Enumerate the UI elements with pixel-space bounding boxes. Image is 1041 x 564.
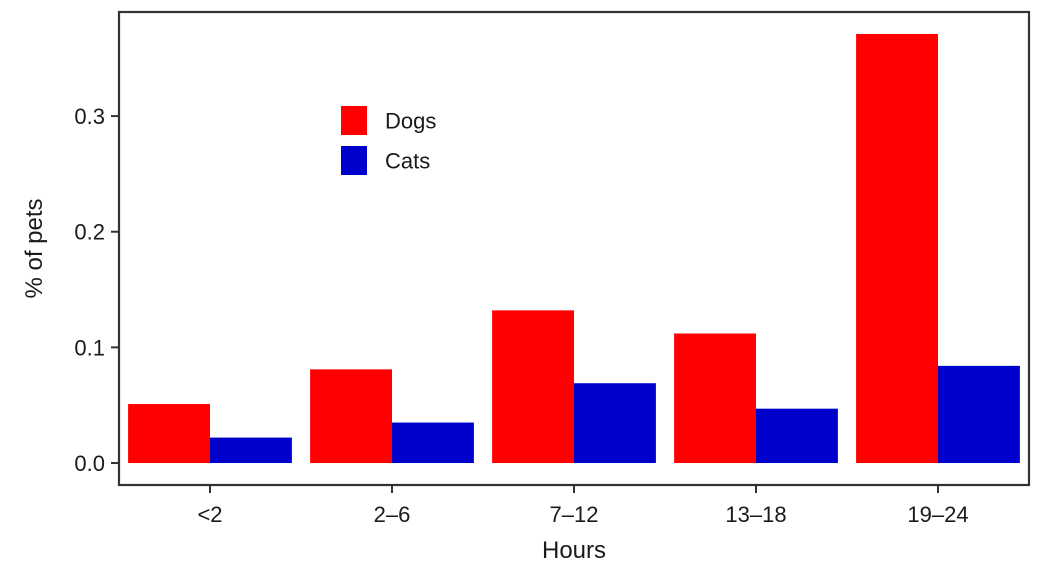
bar-cats-4: [756, 408, 838, 464]
y-axis-title: % of pets: [21, 198, 48, 298]
y-axis-ticks: 0.0 0.1 0.2 0.3: [74, 104, 119, 476]
bar-dogs-5: [856, 33, 938, 464]
x-tick-label-2-6: 2–6: [374, 502, 411, 527]
y-tick-label: 0.1: [74, 335, 105, 360]
x-tick-label-2: <2: [197, 502, 222, 527]
x-tick-label-13-18: 13–18: [725, 502, 786, 527]
bar-cats-2: [392, 422, 474, 464]
bars-group: [128, 33, 1020, 464]
y-tick-label: 0.3: [74, 104, 105, 129]
legend: Dogs Cats: [341, 106, 436, 175]
plot-panel-border: [117, 10, 1031, 487]
y-tick-label: 0.2: [74, 220, 105, 245]
bar-cats-1: [210, 437, 292, 464]
legend-swatch-cats: [341, 146, 367, 175]
x-axis-ticks: <2 2–6 7–12 13–18 19–24: [197, 485, 969, 527]
legend-swatch-dogs: [341, 106, 367, 135]
bar-dogs-4: [674, 333, 756, 464]
legend-label-dogs: Dogs: [385, 109, 436, 134]
x-tick-label-19-24: 19–24: [907, 502, 968, 527]
bar-cats-5: [938, 365, 1020, 464]
legend-label-cats: Cats: [385, 149, 430, 174]
bar-dogs-3: [492, 310, 574, 464]
y-tick-label: 0.0: [74, 451, 105, 476]
bar-dogs-2: [310, 369, 392, 464]
bar-cats-3: [574, 383, 656, 464]
x-tick-label-7-12: 7–12: [550, 502, 599, 527]
x-axis-title: Hours: [542, 537, 606, 564]
bar-dogs-1: [128, 404, 210, 464]
